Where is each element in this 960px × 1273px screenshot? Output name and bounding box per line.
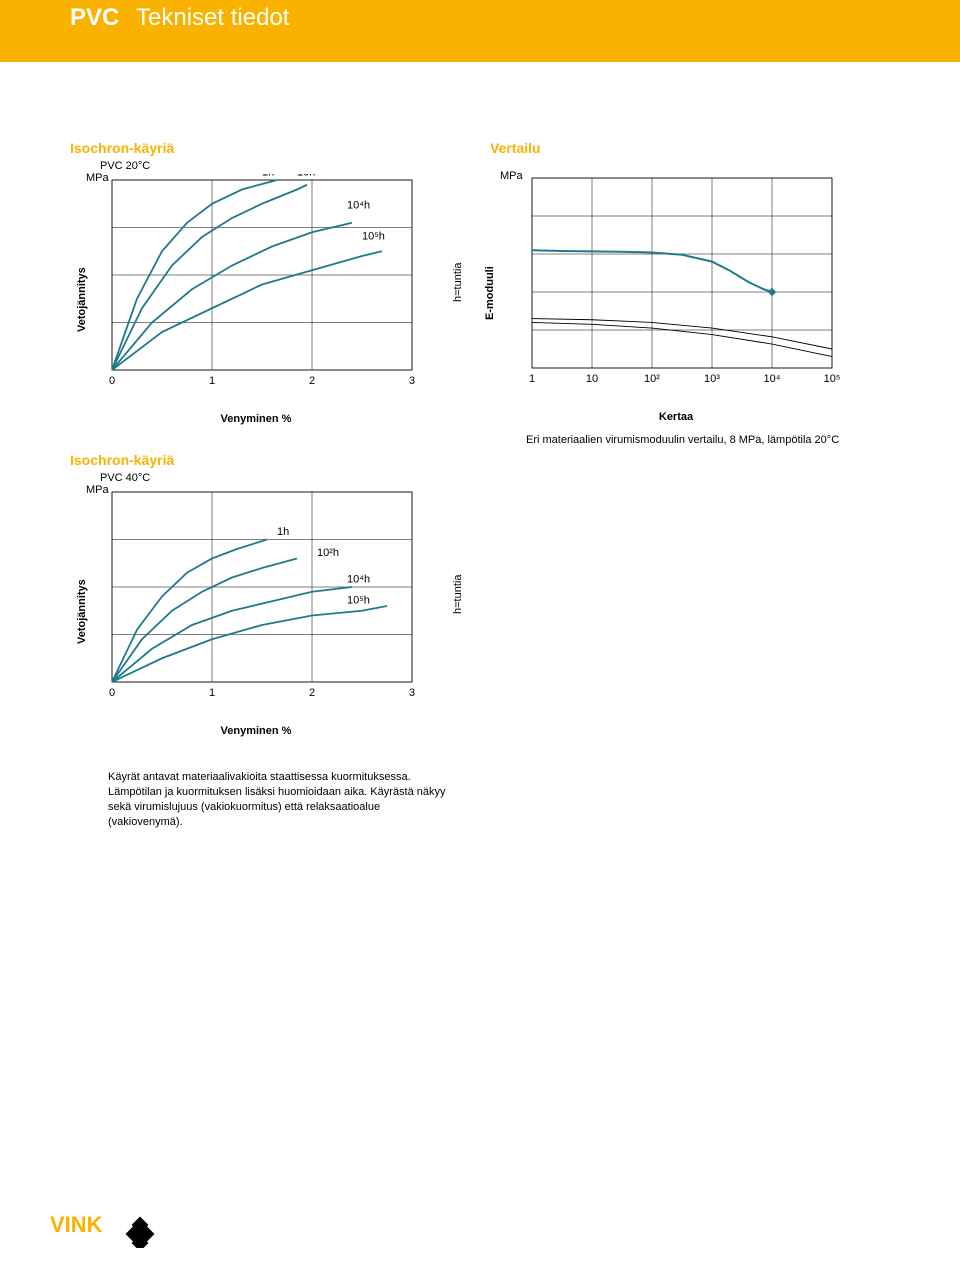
- svg-text:1h: 1h: [262, 174, 274, 178]
- svg-text:1: 1: [209, 375, 215, 387]
- chart1-xlabel: Venyminen %: [106, 413, 406, 425]
- svg-text:2: 2: [309, 687, 315, 699]
- svg-text:10h: 10h: [297, 174, 315, 178]
- chart3-title: Isochron-käyriä: [70, 452, 450, 468]
- svg-text:2: 2: [309, 375, 315, 387]
- chart1-subtitle: PVC 20°C: [100, 160, 450, 172]
- svg-text:10⁴h: 10⁴h: [347, 200, 370, 212]
- svg-text:10⁵: 10⁵: [824, 373, 841, 385]
- chart3-xlabel: Venyminen %: [106, 725, 406, 737]
- title-bold: PVC: [70, 4, 119, 31]
- chart1-plot: 01230102030401h10h10⁴h10⁵h: [106, 174, 446, 394]
- chart2-title: Vertailu: [490, 140, 870, 156]
- svg-text:10: 10: [586, 373, 598, 385]
- svg-text:10³: 10³: [704, 373, 720, 385]
- chart2-caption: Eri materiaalien virumismoduulin vertail…: [526, 433, 870, 448]
- svg-text:0: 0: [109, 687, 115, 699]
- svg-text:1h: 1h: [277, 526, 289, 538]
- chart3-subtitle: PVC 40°C: [100, 472, 450, 484]
- chart2-xlabel: Kertaa: [526, 411, 826, 423]
- chart1-yunit: MPa: [86, 172, 109, 184]
- svg-text:10⁵h: 10⁵h: [347, 595, 370, 607]
- svg-text:10⁴: 10⁴: [764, 373, 781, 385]
- svg-text:3: 3: [409, 687, 415, 699]
- chart1-ylabel: Vetojännitys: [76, 267, 88, 332]
- chart2-container: Vertailu MPa E-moduuli 11010²10³10⁴10⁵01…: [490, 140, 870, 448]
- svg-text:3: 3: [409, 375, 415, 387]
- title-rest: Tekniset tiedot: [136, 4, 289, 31]
- chart2-ylabel: E-moduuli: [484, 266, 496, 320]
- logo-text: VINK: [50, 1212, 103, 1237]
- chart1-title: Isochron-käyriä: [70, 140, 450, 156]
- chart3-yunit: MPa: [86, 484, 109, 496]
- chart1-rlabel: h=tuntia: [452, 263, 464, 302]
- svg-text:0: 0: [109, 375, 115, 387]
- svg-text:10²h: 10²h: [317, 547, 339, 559]
- chart3-container: Isochron-käyriä PVC 40°C MPa Vetojännity…: [70, 452, 450, 737]
- header-banner: PVC Tekniset tiedot: [0, 0, 960, 62]
- page-title: PVC Tekniset tiedot: [70, 4, 289, 32]
- chart3-rlabel: h=tuntia: [452, 575, 464, 614]
- chart3-plot: 01230102030401h10²h10⁴h10⁵h: [106, 486, 446, 706]
- svg-text:10²: 10²: [644, 373, 660, 385]
- svg-text:1: 1: [209, 687, 215, 699]
- svg-text:1: 1: [529, 373, 535, 385]
- chart2-yunit: MPa: [500, 170, 523, 182]
- chart3-ylabel: Vetojännitys: [76, 579, 88, 644]
- chart1-container: Isochron-käyriä PVC 20°C MPa Vetojännity…: [70, 140, 450, 425]
- body-caption: Käyrät antavat materiaalivakioita staatt…: [108, 770, 448, 829]
- vink-logo: VINK: [50, 1208, 160, 1253]
- svg-text:10⁴h: 10⁴h: [347, 573, 370, 585]
- chart2-plot: 11010²10³10⁴10⁵010002000300040005000: [526, 172, 866, 392]
- svg-text:10⁵h: 10⁵h: [362, 230, 385, 242]
